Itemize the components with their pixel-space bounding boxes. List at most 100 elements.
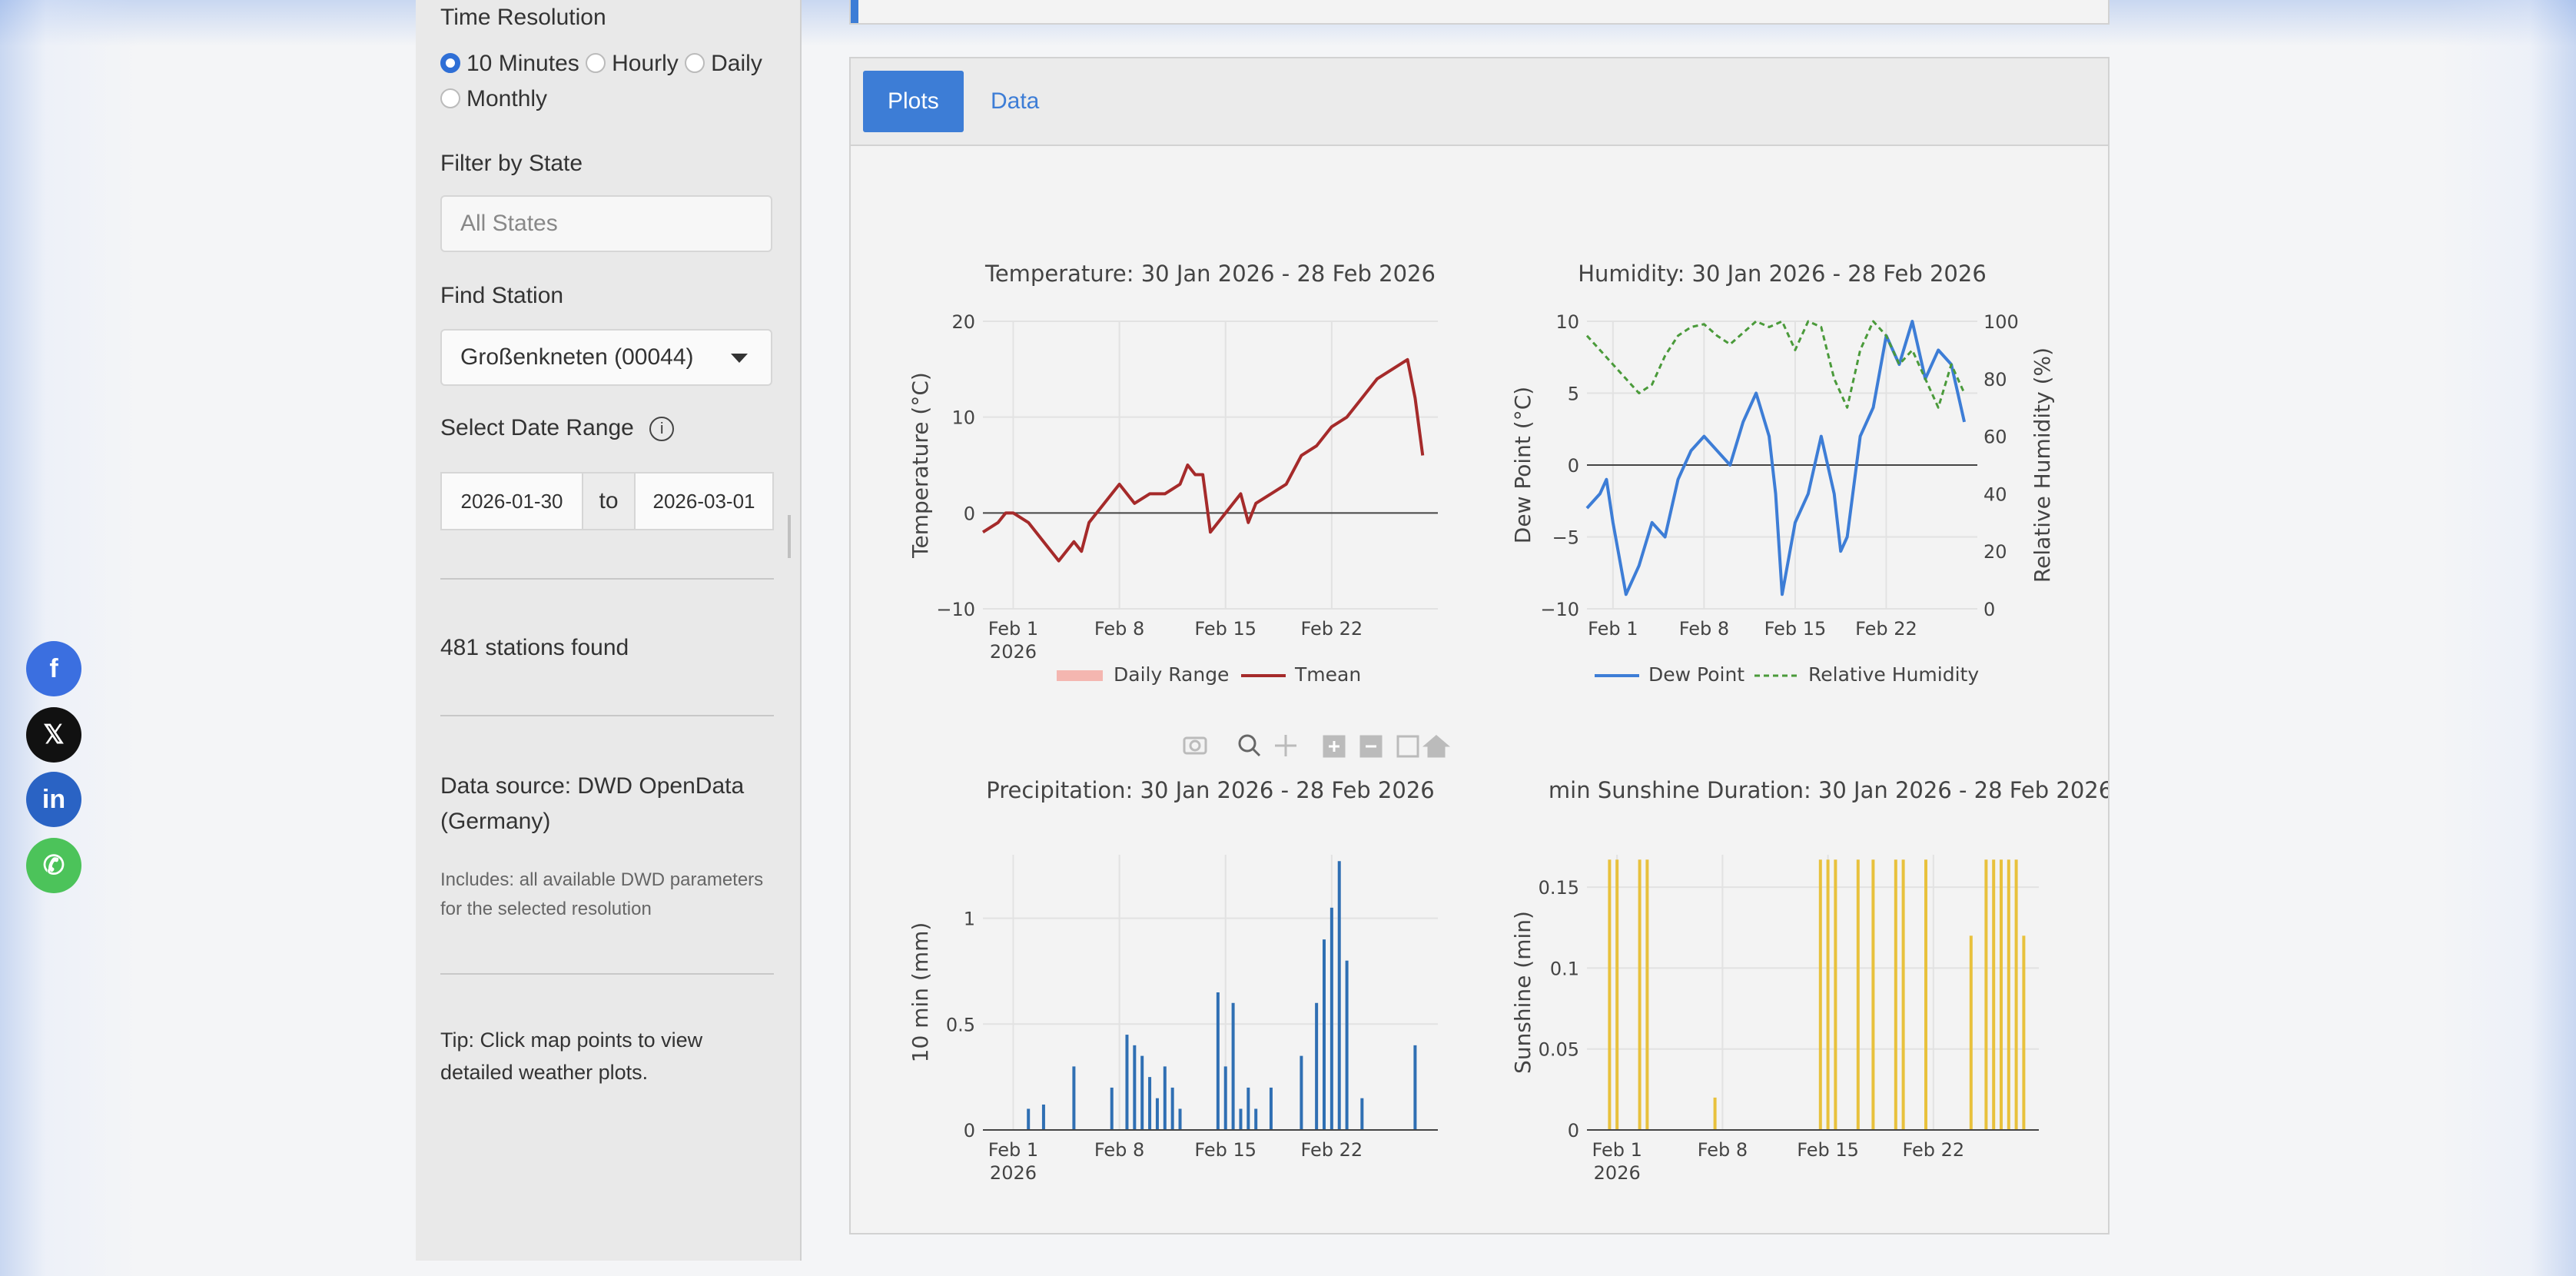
y-tick-label: 0 xyxy=(964,1120,975,1141)
y-tick-label: 0 xyxy=(1568,1120,1579,1141)
date-to-input[interactable]: 2026-03-01 xyxy=(636,474,772,529)
data-source-text: Data source: DWD OpenData (Germany) xyxy=(440,773,745,834)
bar xyxy=(1323,939,1326,1130)
bar xyxy=(1247,1087,1250,1130)
y-tick-label: 1 xyxy=(964,909,975,930)
date-range-label: Select Date Range i xyxy=(440,415,675,442)
x-tick-label: Feb 1 xyxy=(988,618,1038,640)
facebook-icon: f xyxy=(49,653,58,683)
linkedin-icon: in xyxy=(41,784,66,814)
x-tick-label: Feb 15 xyxy=(1764,618,1827,640)
linkedin-share-button[interactable]: in xyxy=(26,772,81,827)
bar xyxy=(1984,859,1988,1130)
x-tick-year: 2026 xyxy=(990,641,1037,663)
x-tick-year: 2026 xyxy=(1594,1162,1641,1184)
y-axis-title: Dew Point (°C) xyxy=(1510,387,1535,543)
x-tick-label: Feb 1 xyxy=(1592,1139,1642,1161)
y-tick-label: −10 xyxy=(936,599,975,620)
bar xyxy=(1300,1055,1303,1130)
bar xyxy=(1329,907,1333,1130)
zoom-in-icon[interactable] xyxy=(1323,735,1346,758)
y-tick-label: 20 xyxy=(951,311,975,333)
radio-monthly[interactable]: Monthly xyxy=(440,86,547,112)
bar xyxy=(1834,859,1837,1130)
autoscale-icon[interactable] xyxy=(1396,735,1419,758)
date-from-input[interactable]: 2026-01-30 xyxy=(442,474,582,529)
y2-tick-label: 100 xyxy=(1983,311,2019,333)
series-line-tmean xyxy=(981,357,1425,563)
y-axis-title: Sunshine (min) xyxy=(1510,911,1535,1074)
bar xyxy=(1269,1087,1273,1130)
bar xyxy=(1041,1104,1045,1130)
sidebar-scroll-handle[interactable] xyxy=(788,515,791,558)
bar xyxy=(2014,859,2018,1130)
tab-data[interactable]: Data xyxy=(991,88,1040,114)
time-resolution-label: Time Resolution xyxy=(440,5,606,30)
bar xyxy=(1110,1087,1114,1130)
sidebar: Time Resolution 10 Minutes Hourly Daily … xyxy=(416,0,802,1261)
radio-daily-icon xyxy=(685,53,705,74)
chart-title: 10 min Sunshine Duration: 30 Jan 2026 - … xyxy=(1513,777,2108,803)
map-panel-bottom-edge xyxy=(849,0,2110,25)
divider xyxy=(440,973,774,975)
chart-2: Precipitation: 30 Jan 2026 - 28 Feb 2026… xyxy=(908,777,1438,1184)
y2-tick-label: 80 xyxy=(1983,369,2007,390)
radio-daily[interactable]: Daily xyxy=(685,51,762,76)
radio-hourly[interactable]: Hourly xyxy=(586,51,679,76)
bar xyxy=(1992,859,1996,1130)
y2-tick-label: 0 xyxy=(1983,599,1995,620)
bar xyxy=(1615,859,1619,1130)
x-tick-label: Feb 1 xyxy=(988,1139,1038,1161)
home-icon[interactable] xyxy=(1422,735,1451,758)
zoom-out-icon[interactable] xyxy=(1359,735,1383,758)
y-tick-label: 10 xyxy=(951,407,975,429)
x-tick-label: Feb 1 xyxy=(1588,618,1638,640)
x-tick-year: 2026 xyxy=(990,1162,1037,1184)
radio-10min[interactable]: 10 Minutes xyxy=(440,51,579,76)
camera-icon[interactable] xyxy=(1183,736,1207,755)
bar xyxy=(1969,935,1973,1130)
bar xyxy=(1140,1055,1144,1130)
chart-title: Precipitation: 30 Jan 2026 - 28 Feb 2026 xyxy=(986,777,1434,803)
plot-toolbar xyxy=(1183,734,1451,758)
bar xyxy=(2022,935,2026,1130)
y-tick-label: 0.15 xyxy=(1539,877,1579,899)
info-icon[interactable]: i xyxy=(649,417,675,442)
tab-plots[interactable]: Plots xyxy=(863,71,964,132)
radio-monthly-icon xyxy=(440,88,460,109)
station-select[interactable]: Großenkneten (00044) xyxy=(440,329,772,386)
bar xyxy=(1894,859,1897,1130)
legend-dew-point: Dew Point xyxy=(1648,663,1744,686)
bar xyxy=(1027,1108,1031,1130)
radio-hourly-icon xyxy=(586,53,606,74)
legend-relative-humidity: Relative Humidity xyxy=(1808,663,1979,686)
legend-daily-range: Daily Range xyxy=(1114,663,1229,686)
x-tick-label: Feb 8 xyxy=(1094,1139,1144,1161)
bar xyxy=(1337,861,1341,1130)
x-tick-label: Feb 8 xyxy=(1679,618,1729,640)
whatsapp-share-button[interactable]: ✆ xyxy=(26,838,81,893)
state-filter-input[interactable]: All States xyxy=(440,195,772,252)
x-share-button[interactable]: 𝕏 xyxy=(26,707,81,763)
divider xyxy=(440,578,774,580)
facebook-share-button[interactable]: f xyxy=(26,641,81,696)
zoom-icon[interactable] xyxy=(1238,734,1261,757)
bar xyxy=(1360,1098,1364,1130)
tip-text: Tip: Click map points to view detailed w… xyxy=(440,1028,703,1084)
accent-bar xyxy=(851,0,858,23)
bar xyxy=(2000,859,2003,1130)
plots-panel: Plots Data Temperature: 30 Jan 2026 - 28… xyxy=(849,57,2110,1234)
y2-tick-label: 20 xyxy=(1983,541,2007,563)
bar xyxy=(1315,1002,1319,1130)
pan-icon[interactable] xyxy=(1275,735,1296,756)
bar xyxy=(1638,859,1642,1130)
bar xyxy=(1924,859,1927,1130)
bar xyxy=(1148,1077,1152,1130)
bar xyxy=(1223,1066,1227,1130)
radio-10min-label: 10 Minutes xyxy=(466,51,579,76)
x-tick-label: Feb 8 xyxy=(1094,618,1144,640)
bar xyxy=(1125,1035,1129,1130)
x-tick-label: Feb 22 xyxy=(1902,1139,1964,1161)
x-tick-label: Feb 22 xyxy=(1301,618,1363,640)
x-tick-label: Feb 15 xyxy=(1797,1139,1859,1161)
